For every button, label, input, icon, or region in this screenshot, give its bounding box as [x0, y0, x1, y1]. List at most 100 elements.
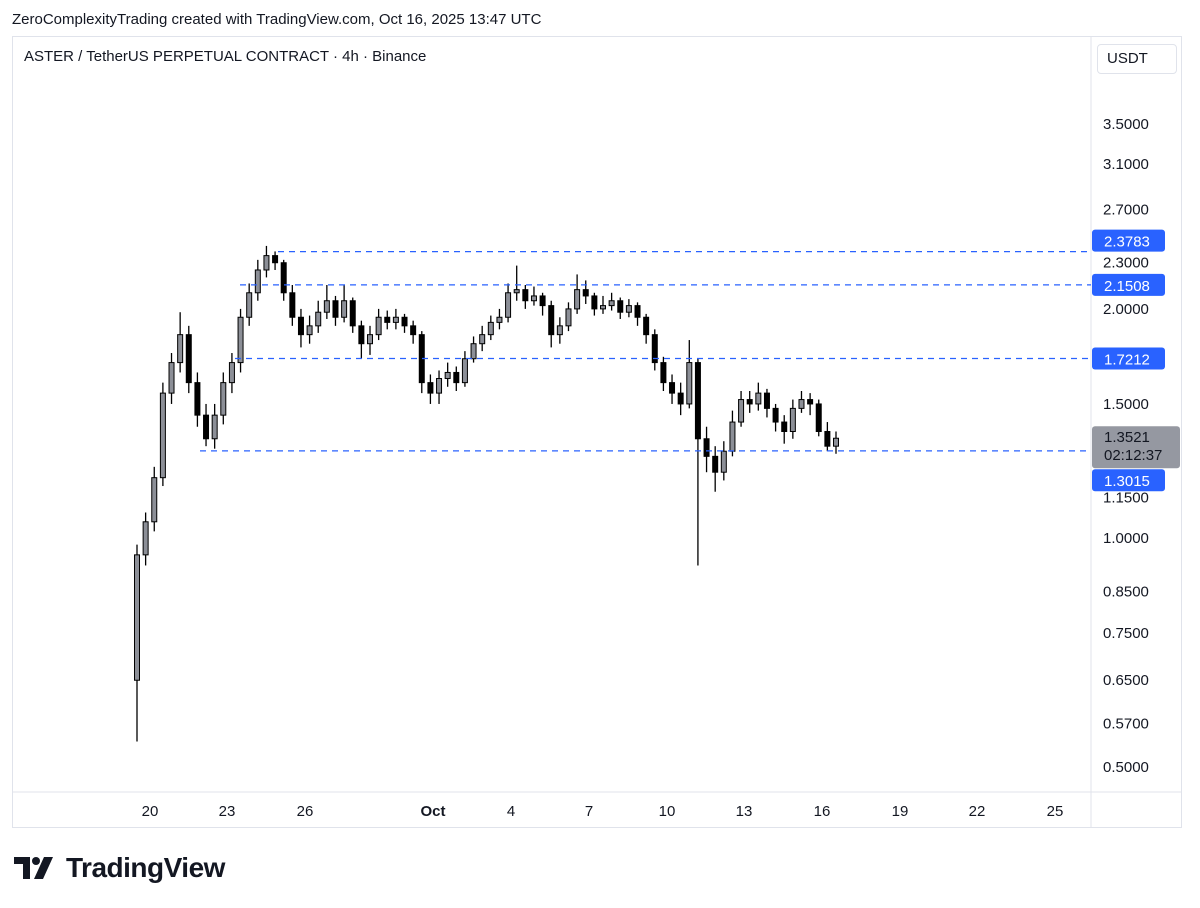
price-tick-label: 2.0000	[1103, 301, 1149, 318]
price-tick-label: 0.6500	[1103, 672, 1149, 689]
candle-up	[367, 334, 373, 345]
candle-up	[168, 362, 175, 394]
candle-up	[436, 378, 443, 394]
level-price-label: 2.3783	[1104, 234, 1150, 251]
candle-down	[677, 392, 684, 405]
price-tick-label: 0.5000	[1103, 759, 1149, 776]
tradingview-logo-text: TradingView	[66, 852, 225, 883]
candle-down	[617, 300, 624, 313]
candle-up	[228, 362, 235, 384]
level-price-label-bg	[1092, 229, 1165, 252]
price-tick-label: 1.1500	[1103, 490, 1149, 507]
candle-up	[513, 289, 520, 294]
candle-up	[720, 450, 727, 473]
candle-down	[772, 407, 779, 423]
candle-down	[763, 392, 770, 409]
last-price-label: 1.3521	[1104, 429, 1150, 446]
candle-up	[246, 292, 253, 318]
candle-down	[539, 295, 546, 307]
price-tick-label: 3.5000	[1103, 116, 1149, 133]
candle-down	[781, 421, 788, 432]
candle-up	[159, 392, 166, 479]
price-tick-label: 1.5000	[1103, 396, 1149, 413]
candle-down	[272, 255, 279, 264]
time-tick-label: 23	[219, 803, 236, 820]
candle-down	[453, 371, 460, 384]
candle-up	[220, 382, 227, 416]
candle-down	[194, 382, 201, 416]
candle-down	[712, 455, 719, 473]
time-tick-label: 10	[659, 803, 676, 820]
candle-up	[608, 300, 615, 307]
price-tick-label: 0.7500	[1103, 625, 1149, 642]
candle-up	[625, 305, 632, 313]
candle-down	[332, 300, 339, 318]
level-price-label-bg	[1092, 469, 1165, 492]
candle-up	[375, 316, 382, 336]
time-tick-label: 25	[1047, 803, 1064, 820]
candle-down	[349, 300, 356, 327]
candle-down	[591, 295, 598, 310]
candle-up	[556, 325, 563, 336]
candle-down	[297, 316, 304, 336]
candle-down	[582, 289, 589, 297]
candle-down	[660, 362, 667, 384]
level-price-label-bg	[1092, 347, 1165, 370]
candle-down	[384, 316, 391, 323]
candle-down	[522, 289, 529, 302]
level-price-label: 1.7212	[1104, 351, 1150, 368]
candle-down	[548, 305, 555, 336]
candle-down	[694, 362, 701, 440]
candle-up	[530, 295, 537, 302]
candle-up	[496, 316, 503, 323]
candle-up	[306, 325, 313, 336]
candle-up	[134, 554, 140, 681]
candle-down	[634, 305, 641, 318]
candle-up	[738, 399, 745, 423]
price-tick-label: 2.7000	[1103, 202, 1149, 219]
candle-up	[565, 308, 572, 327]
candle-down	[703, 438, 710, 457]
price-tick-label: 1.0000	[1103, 530, 1149, 547]
symbol-title: ASTER / TetherUS PERPETUAL CONTRACT · 4h…	[24, 48, 427, 65]
candle-up	[237, 316, 244, 364]
price-tick-label: 0.8500	[1103, 584, 1149, 601]
candle-up	[833, 437, 839, 447]
candle-down	[643, 316, 650, 336]
candle-down	[427, 382, 434, 394]
candle-up	[444, 371, 451, 380]
candle-down	[280, 262, 287, 294]
candle-up	[755, 392, 762, 405]
price-tick-label: 0.5700	[1103, 716, 1149, 733]
tradingview-logo-icon	[14, 857, 53, 879]
candle-down	[203, 414, 210, 440]
candle-up	[254, 269, 261, 294]
candle-up	[323, 300, 330, 313]
level-price-label: 1.3015	[1104, 473, 1150, 490]
time-tick-label: 16	[814, 803, 831, 820]
chart-credit: ZeroComplexityTrading created with Tradi…	[12, 11, 542, 28]
candle-up	[574, 289, 581, 310]
candle-down	[410, 325, 417, 336]
candle-up	[151, 477, 158, 523]
chart-frame	[12, 36, 1182, 828]
time-tick-label: 26	[297, 803, 314, 820]
candle-up	[341, 300, 348, 318]
candle-up	[686, 362, 693, 405]
candle-up	[487, 321, 494, 336]
candle-up	[315, 311, 322, 327]
time-tick-label: 4	[507, 803, 515, 820]
candle-up	[392, 316, 399, 323]
currency-button[interactable]: USDT	[1097, 44, 1177, 74]
candle-down	[824, 430, 831, 447]
level-price-label: 2.1508	[1104, 278, 1150, 295]
candle-down	[807, 399, 814, 405]
candle-up	[505, 292, 512, 318]
level-price-label-bg	[1092, 273, 1165, 296]
candle-up	[461, 358, 468, 384]
time-tick-label: 13	[736, 803, 753, 820]
candle-down	[815, 403, 822, 432]
price-tick-label: 2.3000	[1103, 255, 1149, 272]
time-tick-label: 19	[892, 803, 909, 820]
